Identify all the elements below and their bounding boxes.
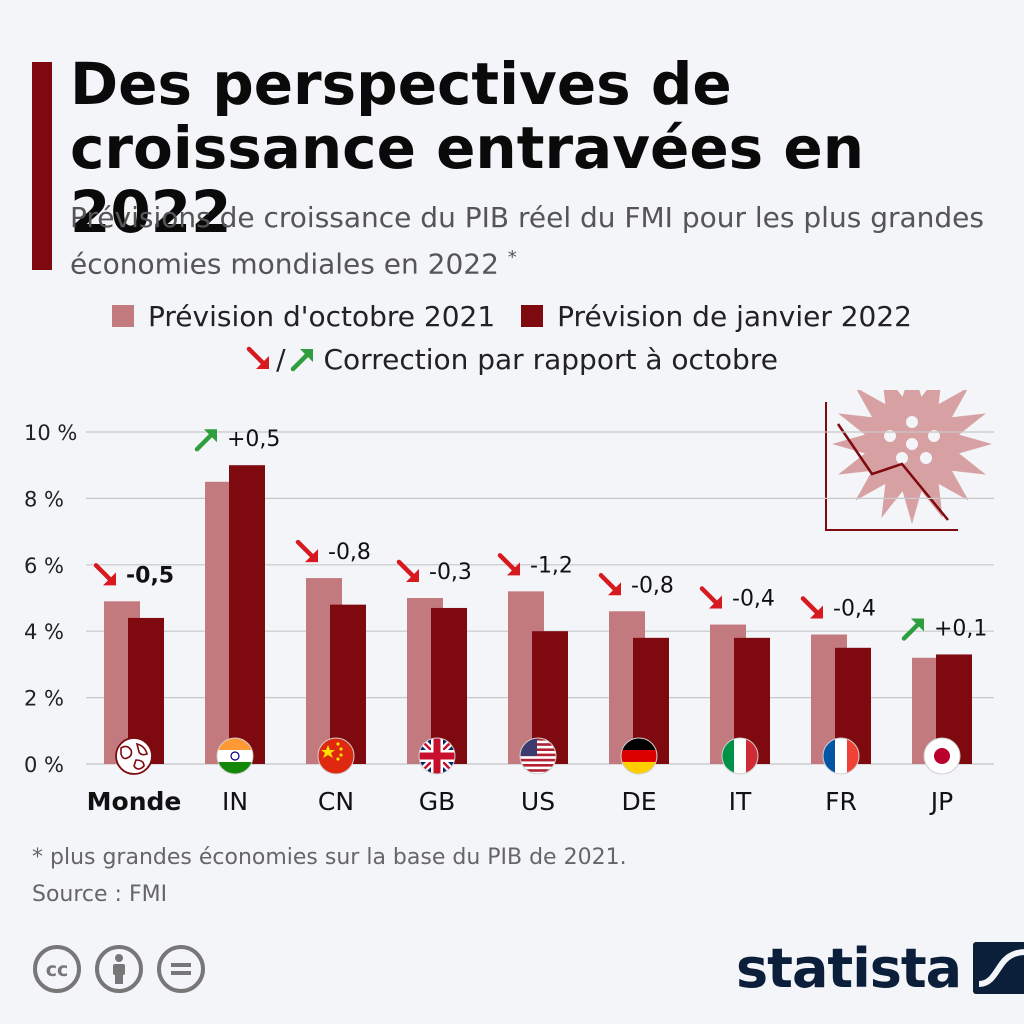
flag-china-icon bbox=[317, 737, 355, 775]
legend-swatch-october bbox=[111, 305, 134, 327]
correction-label: -0,5 bbox=[126, 563, 174, 588]
correction-label: -0,8 bbox=[328, 540, 371, 565]
virus-icon bbox=[832, 390, 992, 524]
x-tick-label: JP bbox=[929, 787, 953, 816]
correction-label: +0,1 bbox=[934, 616, 987, 641]
legend-swatch-january bbox=[521, 305, 544, 327]
arrow-down-icon bbox=[295, 539, 318, 563]
x-tick-label: DE bbox=[621, 787, 656, 816]
arrow-down-icon bbox=[497, 553, 520, 576]
footnote: * plus grandes économies sur la base du … bbox=[32, 845, 627, 870]
y-tick-label: 8 % bbox=[24, 487, 64, 511]
x-tick-label: Monde bbox=[87, 787, 182, 816]
x-tick-label: US bbox=[521, 787, 555, 816]
bar-chart: 0 % 2 % 4 % 6 % 8 % 10 % -0,5 +0,5 -0,8 -0,3 -1,2… bbox=[24, 390, 994, 816]
arrow-up-icon bbox=[901, 618, 924, 641]
correction-label: -0,4 bbox=[833, 597, 876, 622]
page-subtitle: Prévisions de croissance du PIB réel du … bbox=[70, 198, 1000, 284]
bar-january-in bbox=[229, 465, 265, 764]
statista-logo: statista bbox=[736, 936, 1024, 1000]
flag-japan-icon bbox=[923, 737, 961, 775]
legend-label-january: Prévision de janvier 2022 bbox=[557, 299, 912, 333]
flag-germany-icon bbox=[620, 737, 658, 775]
arrow-up-icon bbox=[194, 429, 217, 452]
legend-item-january: Prévision de janvier 2022 bbox=[521, 300, 912, 333]
y-tick-label: 0 % bbox=[24, 753, 64, 777]
correction-label: -1,2 bbox=[530, 553, 573, 578]
legend-item-october: Prévision d'octobre 2021 bbox=[111, 299, 496, 333]
x-tick-label: IT bbox=[729, 787, 752, 816]
x-tick-label: GB bbox=[419, 787, 456, 816]
y-tick-label: 4 % bbox=[24, 620, 64, 644]
attribution-icon[interactable] bbox=[94, 944, 144, 994]
trend-line-icon bbox=[836, 423, 949, 521]
statista-logo-icon bbox=[973, 942, 1024, 994]
x-tick-label: FR bbox=[825, 787, 857, 816]
subtitle-text: Prévisions de croissance du PIB réel du … bbox=[70, 201, 984, 281]
arrow-down-icon bbox=[800, 596, 823, 619]
legend-label-october: Prévision d'octobre 2021 bbox=[147, 299, 496, 333]
subtitle-marker: * bbox=[507, 247, 517, 268]
svg-text:cc: cc bbox=[46, 959, 69, 981]
virus-chart-illustration bbox=[825, 390, 992, 531]
x-tick-label: CN bbox=[318, 787, 354, 816]
legend-separator: / bbox=[276, 342, 286, 376]
globe-icon bbox=[115, 737, 153, 775]
correction-label: -0,8 bbox=[631, 573, 674, 598]
arrow-down-icon bbox=[598, 573, 621, 596]
arrow-down-icon bbox=[699, 586, 722, 609]
correction-label: +0,5 bbox=[227, 427, 280, 452]
bar-january-cn bbox=[330, 604, 366, 764]
flag-italy-icon bbox=[721, 737, 759, 775]
creative-commons-icon[interactable]: cc bbox=[32, 944, 82, 994]
correction-label: -0,4 bbox=[732, 587, 775, 612]
flag-india-icon bbox=[216, 737, 254, 775]
brand-name: statista bbox=[736, 936, 962, 1000]
correction-label: -0,3 bbox=[429, 560, 472, 585]
page-title: Des perspectives de croissance entravées… bbox=[70, 50, 865, 246]
accent-bar bbox=[32, 62, 52, 270]
arrow-down-icon bbox=[93, 563, 116, 586]
y-tick-label: 10 % bbox=[24, 421, 77, 445]
legend-correction-label: Correction par rapport à octobre bbox=[323, 342, 778, 376]
license-icons: cc bbox=[32, 944, 206, 994]
flag-uk-icon bbox=[418, 737, 456, 775]
arrow-down-icon bbox=[396, 559, 419, 582]
source: Source : FMI bbox=[32, 882, 168, 907]
arrow-down-icon bbox=[246, 346, 270, 369]
legend-correction: / Correction par rapport à octobre bbox=[0, 338, 1024, 380]
no-derivatives-icon[interactable] bbox=[156, 944, 206, 994]
legend: Prévision d'octobre 2021 Prévision de ja… bbox=[0, 294, 1024, 338]
x-tick-label: IN bbox=[222, 787, 248, 816]
y-tick-label: 6 % bbox=[24, 554, 64, 578]
flag-usa-icon bbox=[519, 737, 557, 775]
y-tick-label: 2 % bbox=[24, 687, 64, 711]
arrow-up-icon bbox=[290, 349, 313, 372]
flag-france-icon bbox=[822, 737, 860, 775]
